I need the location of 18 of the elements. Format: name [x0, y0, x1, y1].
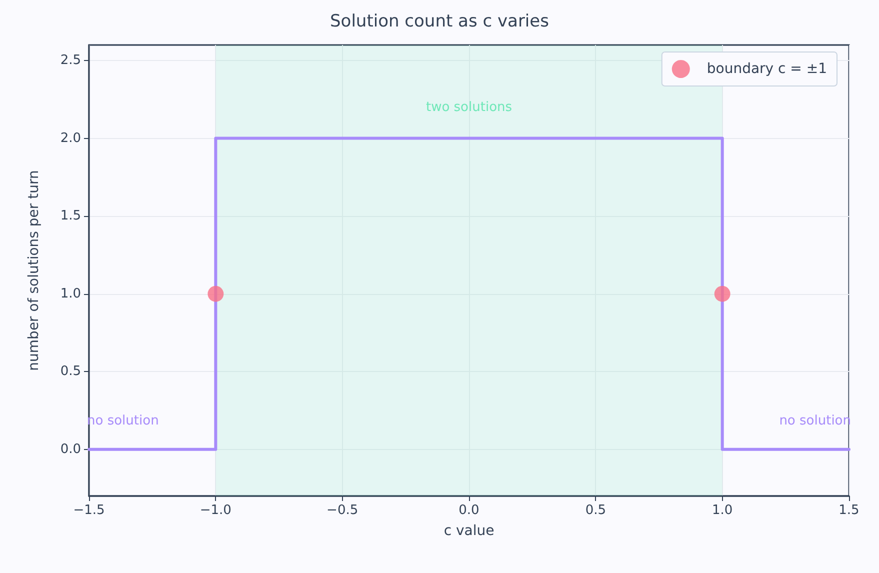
y-tick-label: 0.0: [60, 442, 81, 457]
y-tick-label: 1.5: [60, 208, 81, 224]
y-tick-label: 2.0: [60, 130, 81, 146]
x-tick-label: −1.5: [73, 503, 105, 518]
band-label: two solutions: [426, 100, 512, 115]
legend-label: boundary c = ±1: [706, 61, 828, 77]
y-tick-label: 0.5: [60, 364, 81, 380]
y-tick-label: 2.5: [60, 53, 81, 68]
x-tick-label: 0.5: [585, 503, 606, 518]
chart-title: Solution count as c varies: [330, 12, 550, 32]
x-tick-label: 1.5: [838, 503, 860, 518]
x-tick-label: 0.0: [458, 503, 480, 518]
x-axis-title: c value: [444, 523, 494, 539]
x-tick-label: −1.0: [200, 503, 232, 518]
y-axis-title: number of solutions per turn: [26, 170, 42, 371]
x-tick-label: −0.5: [326, 503, 358, 518]
x-tick-label: 1.0: [712, 503, 733, 518]
y-tick-label: 1.0: [60, 286, 81, 302]
